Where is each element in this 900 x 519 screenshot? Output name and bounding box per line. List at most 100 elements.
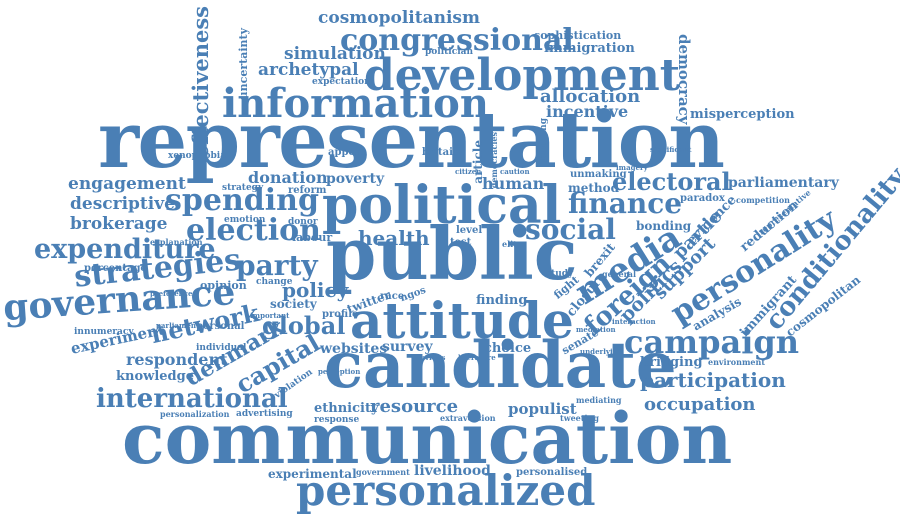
word-extraversion: extraversion [440,413,496,423]
word-interaction: interaction [612,317,656,326]
word-citizen: citizen [455,167,482,176]
word-allocation: allocation [540,86,641,107]
word-democracy: democracy [675,34,693,125]
word-archetypal: archetypal [258,60,359,80]
word-ethnicity: ethnicity [314,401,379,416]
word-innumeracy: innumeracy [74,327,134,337]
word-method: method [568,181,619,195]
word-election: election [186,213,321,248]
word-unmaking: unmaking [570,169,627,180]
word-competition: competition [736,195,790,205]
word-donor: donor [288,217,318,227]
word-survey: survey [382,339,433,355]
word-incentive: incentive [546,102,629,121]
word-parliamentary: parliamentary [728,175,839,191]
word-finding: finding [476,293,528,308]
word-government: government [356,467,410,477]
word-environment: environment [708,357,766,367]
word-mediating: mediating [576,395,622,405]
word-profile: profile [322,309,359,320]
word-political: political [322,175,562,236]
word-parliament: parliament [156,321,200,330]
word-brokerage: brokerage [70,214,168,234]
word-general: general [602,269,637,279]
word-test: test [450,237,472,248]
word-cosmopolitanism: cosmopolitanism [318,8,480,28]
word-attitude: attitude [350,291,574,350]
word-finance: finance [568,187,683,220]
word-expenditure: expenditure [34,234,216,265]
word-literature: literature [458,353,496,362]
word-human: human [482,174,545,193]
word-campaign: campaign [624,323,799,361]
word-personalization: personalization [160,409,230,419]
word-britain: britain [422,147,461,158]
word-bonding: bonding [636,219,692,233]
word-electoral: electoral [612,167,731,196]
word-explanation: explanation [150,237,203,247]
word-level: level [456,225,483,236]
word-descriptive: descriptive [70,194,175,214]
word-labour: labour [292,231,333,244]
word-underlying: underlying [580,347,623,356]
word-engagement: engagement [68,174,186,194]
word-paradox: paradox [680,193,725,204]
word-simulation: simulation [284,44,386,64]
word-previous: previous [412,353,446,362]
word-candidate: candidate [324,328,677,403]
word-global: global [262,311,346,340]
word-poverty: poverty [326,171,385,187]
word-emotion: emotion [224,215,266,225]
word-participation: participation [640,368,786,392]
word-politician: politician [425,47,473,57]
word-congressional: congressional [340,23,574,58]
word-expectation: expectation [312,77,371,87]
word-personal: personal [196,321,245,332]
word-study: study [546,269,574,279]
word-respondent: respondent [126,350,228,369]
word-donation: donation [248,168,328,187]
word-social: social [525,213,616,246]
word-development: development [364,50,681,101]
word-advertising: advertising [236,409,293,419]
word-livelihood: livelihood [414,463,491,479]
word-personalised: personalised [516,467,588,478]
word-strategy: strategy [222,183,264,193]
word-communication: communication [122,397,733,480]
word-elite: elite [502,239,522,249]
word-party: party [236,249,318,282]
word-society: society [270,297,317,311]
word-occupation: occupation [644,394,756,415]
word-misperception: misperception [690,107,795,122]
word-information: information [222,80,489,127]
word-choice: choice [484,341,532,356]
word-spending: spending [165,183,319,218]
word-individual: individual [196,343,247,353]
word-immigration: immigration [544,41,635,56]
word-knowledge: knowledge [116,369,194,384]
word-international: international [96,384,288,414]
word-tweeting: tweeting [560,413,599,423]
word-building: building [539,118,549,161]
word-resource: resource [370,396,459,417]
word-websites: websites [320,341,388,357]
word-important: important [250,311,290,320]
word-appeal: appeal [328,147,366,158]
word-mediation: mediation [576,325,616,334]
word-health: health [358,226,430,250]
word-populist: populist [508,400,577,418]
word-response: response [314,415,360,425]
word-percentage: percentage [84,263,147,274]
word-reform: reform [288,185,327,196]
word-bridging: bridging [640,355,703,370]
word-sophistication: sophistication [534,29,622,42]
word-representation: representation [98,95,725,186]
word-significant: significant [650,145,692,154]
word-experimental: experimental [268,467,357,481]
word-perception: perception [318,367,361,376]
word-policy: policy [282,278,349,302]
word-caution: caution [500,167,530,176]
word-imagery: imagery [616,163,648,172]
word-opinion: opinion [200,279,247,292]
